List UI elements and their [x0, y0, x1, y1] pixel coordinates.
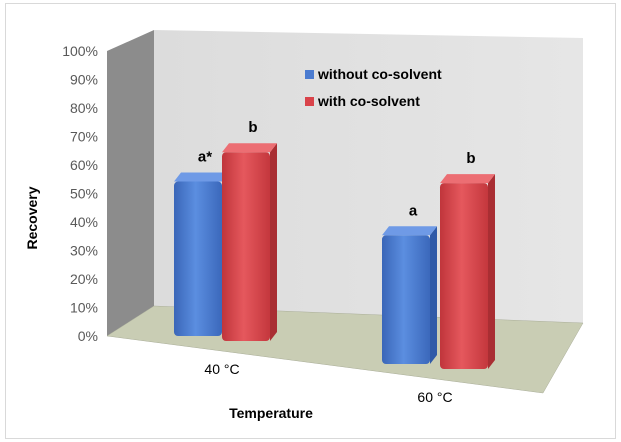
bar-data-label: a*: [198, 149, 212, 166]
x-category-label: 40 °C: [204, 361, 239, 377]
y-tick-label: 30%: [70, 243, 98, 259]
bar-top: [174, 172, 229, 182]
legend: without co-solvent with co-solvent: [305, 66, 442, 109]
bar-front: [222, 152, 270, 341]
bar-top: [440, 174, 495, 184]
x-axis-categories: 40 °C 60 °C: [204, 361, 452, 405]
side-wall: [107, 30, 154, 336]
bar-data-label: a: [409, 202, 418, 219]
bar-front: [440, 183, 488, 369]
bar-side: [270, 143, 277, 341]
bar-side: [430, 226, 437, 364]
y-tick-label: 60%: [70, 157, 98, 173]
bar-top: [222, 143, 277, 153]
legend-label-without-co-solvent: without co-solvent: [317, 66, 442, 82]
y-tick-label: 100%: [62, 43, 98, 59]
bar-side: [488, 174, 495, 369]
bar-labels: a* b a b: [198, 119, 476, 219]
y-tick-label: 70%: [70, 129, 98, 145]
bar: [382, 226, 437, 364]
y-tick-label: 20%: [70, 271, 98, 287]
x-category-label: 60 °C: [417, 389, 452, 405]
legend-swatch-without-co-solvent: [305, 70, 314, 79]
bar-front: [382, 235, 430, 364]
y-tick-label: 10%: [70, 300, 98, 316]
y-axis-ticks: 0% 10% 20% 30% 40% 50% 60% 70% 80% 90% 100%: [62, 43, 98, 344]
bars: [174, 143, 495, 369]
y-tick-label: 50%: [70, 186, 98, 202]
y-tick-label: 40%: [70, 214, 98, 230]
legend-label-with-co-solvent: with co-solvent: [317, 93, 420, 109]
y-tick-label: 80%: [70, 100, 98, 116]
x-axis-title: Temperature: [229, 405, 313, 421]
bar: [222, 143, 277, 341]
bar-data-label: b: [466, 150, 475, 167]
y-tick-label: 90%: [70, 72, 98, 88]
bar-data-label: b: [248, 119, 257, 136]
bar: [440, 174, 495, 369]
bar-front: [174, 181, 222, 336]
y-tick-label: 0%: [78, 328, 98, 344]
bar-top: [382, 226, 437, 236]
legend-swatch-with-co-solvent: [305, 97, 314, 106]
y-axis-title: Recovery: [24, 186, 40, 249]
bar: [174, 172, 229, 336]
